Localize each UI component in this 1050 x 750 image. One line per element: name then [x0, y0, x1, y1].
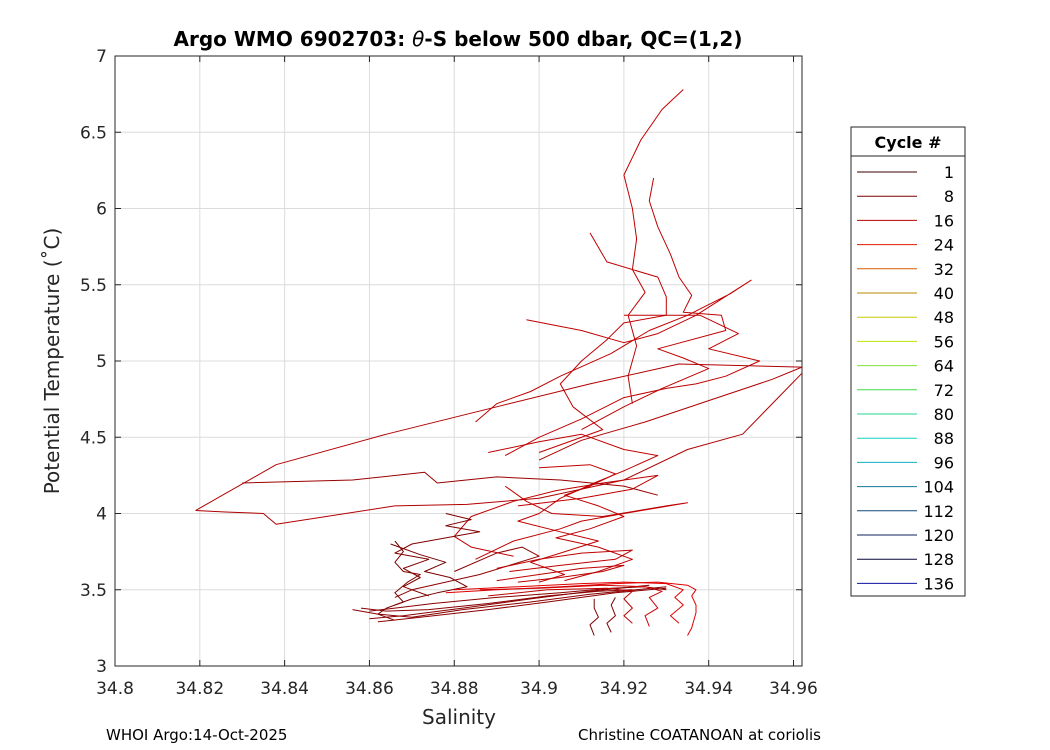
- x-tick-label: 34.82: [175, 679, 224, 699]
- y-tick-label: 3.5: [80, 581, 107, 601]
- legend-label: 56: [934, 332, 954, 351]
- y-tick-label: 7: [96, 47, 107, 67]
- x-tick-label: 34.96: [769, 679, 818, 699]
- series-line: [352, 586, 667, 618]
- legend-label: 96: [934, 453, 954, 472]
- legend-label: 8: [944, 187, 954, 206]
- footer-left: WHOI Argo:14-Oct-2025: [106, 726, 287, 744]
- legend-label: 40: [934, 284, 954, 303]
- legend-label: 112: [923, 502, 954, 521]
- series-line: [539, 464, 633, 582]
- legend-title: Cycle #: [875, 133, 942, 152]
- x-tick-label: 34.92: [600, 679, 649, 699]
- legend-label: 64: [934, 357, 954, 376]
- legend-label: 136: [923, 574, 954, 593]
- y-tick-label: 5: [96, 352, 107, 372]
- x-tick-label: 34.84: [260, 679, 309, 699]
- series-line: [475, 279, 752, 423]
- y-tick-label: 4: [96, 505, 107, 525]
- series-line: [488, 433, 659, 583]
- x-tick-label: 34.94: [684, 679, 733, 699]
- legend-label: 48: [934, 308, 954, 327]
- series-line: [390, 543, 468, 606]
- series-line: [195, 363, 803, 511]
- series-line: [360, 589, 633, 612]
- series-line: [195, 372, 803, 525]
- legend-label: 120: [923, 526, 954, 545]
- series-line: [377, 587, 667, 623]
- y-tick-label: 5.5: [80, 276, 107, 296]
- legend-label: 32: [934, 260, 954, 279]
- legend-label: 24: [934, 236, 954, 255]
- y-tick-label: 4.5: [80, 428, 107, 448]
- series-line: [475, 485, 688, 560]
- footer-right: Christine COATANOAN at coriolis: [578, 726, 821, 744]
- chart-title: Argo WMO 6902703: θ-S below 500 dbar, QC…: [174, 27, 743, 51]
- series-group: [195, 89, 803, 636]
- legend-label: 128: [923, 550, 954, 569]
- series-line: [488, 587, 633, 624]
- y-axis-label: Potential Temperature (˚C): [40, 228, 64, 495]
- legend-label: 104: [923, 478, 954, 497]
- legend-label: 16: [934, 211, 954, 230]
- series-line: [453, 474, 659, 557]
- series-line: [538, 232, 667, 453]
- legend-label: 80: [934, 405, 954, 424]
- series-line: [479, 584, 663, 627]
- series-line: [496, 549, 633, 572]
- legend-entries: 1 8 16 24 32 40 48 56 64 72 80 88 96 104 112 120 128 136: [857, 163, 954, 593]
- series-line: [581, 177, 727, 431]
- series-line: [394, 513, 481, 597]
- y-tick-label: 6.5: [80, 123, 107, 143]
- y-tick-label: 3: [96, 657, 107, 677]
- legend-label: 72: [934, 381, 954, 400]
- x-tick-label: 34.88: [430, 679, 479, 699]
- x-axis: 34.8 34.82 34.84 34.86 34.88 34.9 34.92 34.94 34…: [96, 56, 818, 699]
- x-axis-label: Salinity: [422, 705, 496, 729]
- series-line: [504, 314, 761, 457]
- x-tick-label: 34.9: [520, 679, 558, 699]
- legend: Cycle # 1 8 16 24 32 40 48 56 64 72 80 88 96 104 112 12…: [850, 126, 966, 597]
- series-line: [242, 471, 658, 496]
- series-line: [589, 598, 599, 636]
- series-line: [377, 540, 421, 621]
- y-axis: 3 3.5 4 4.5 5 5.5 6 6.5 7: [80, 47, 802, 677]
- series-line: [454, 581, 684, 624]
- legend-box: [850, 126, 966, 597]
- x-tick-label: 34.86: [345, 679, 394, 699]
- legend-label: 1: [944, 163, 954, 182]
- series-line: [496, 564, 625, 583]
- x-tick-label: 34.8: [96, 679, 134, 699]
- series-line: [606, 597, 616, 633]
- series-line: [623, 89, 684, 404]
- y-tick-label: 6: [96, 200, 107, 220]
- legend-label: 88: [934, 429, 954, 448]
